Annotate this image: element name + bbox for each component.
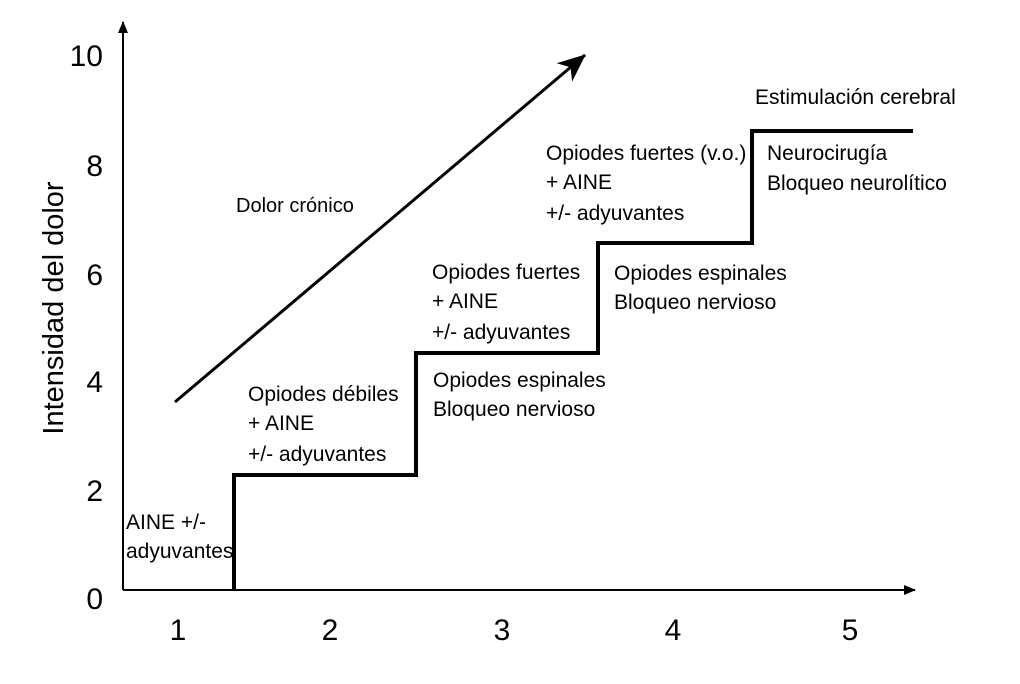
y-tick-label: 4: [86, 366, 103, 399]
x-tick-label: 2: [322, 614, 339, 647]
y-tick-label: 6: [86, 259, 103, 292]
x-tick-label: 1: [170, 614, 187, 647]
step-5-text: Neurocirugía Bloqueo neurolítico: [767, 142, 947, 195]
x-tick-label: 4: [665, 614, 682, 647]
step-3-text: Opiodes fuertes + AINE +/- adyuvantes: [432, 261, 586, 344]
chronic-pain-arrow: [174, 53, 586, 404]
x-tick-label: 5: [842, 614, 859, 647]
y-tick-label: 2: [86, 475, 103, 508]
step-4-text: Opiodes fuertes (v.o.) + AINE +/- adyuva…: [546, 142, 752, 225]
y-tick-label: 10: [70, 40, 103, 73]
step-4-alt-text: Opiodes espinales Bloqueo nervioso: [614, 262, 793, 314]
x-tick-label: 3: [494, 614, 511, 647]
chronic-pain-label: Dolor crónico: [236, 195, 354, 217]
step-3-alt-text: Opiodes espinales Bloqueo nervioso: [433, 369, 612, 421]
y-axis-label: Intensidad del dolor: [38, 181, 70, 434]
step-2-text: Opiodes débiles + AINE +/- adyuvantes: [248, 383, 404, 466]
step-1-text: AINE +/- adyuvantes: [126, 511, 233, 563]
y-tick-label: 0: [86, 583, 103, 616]
y-tick-label: 8: [86, 150, 103, 183]
step-5-top-text: Estimulación cerebral: [755, 86, 956, 109]
pain-ladder-staircase: [232, 129, 913, 590]
